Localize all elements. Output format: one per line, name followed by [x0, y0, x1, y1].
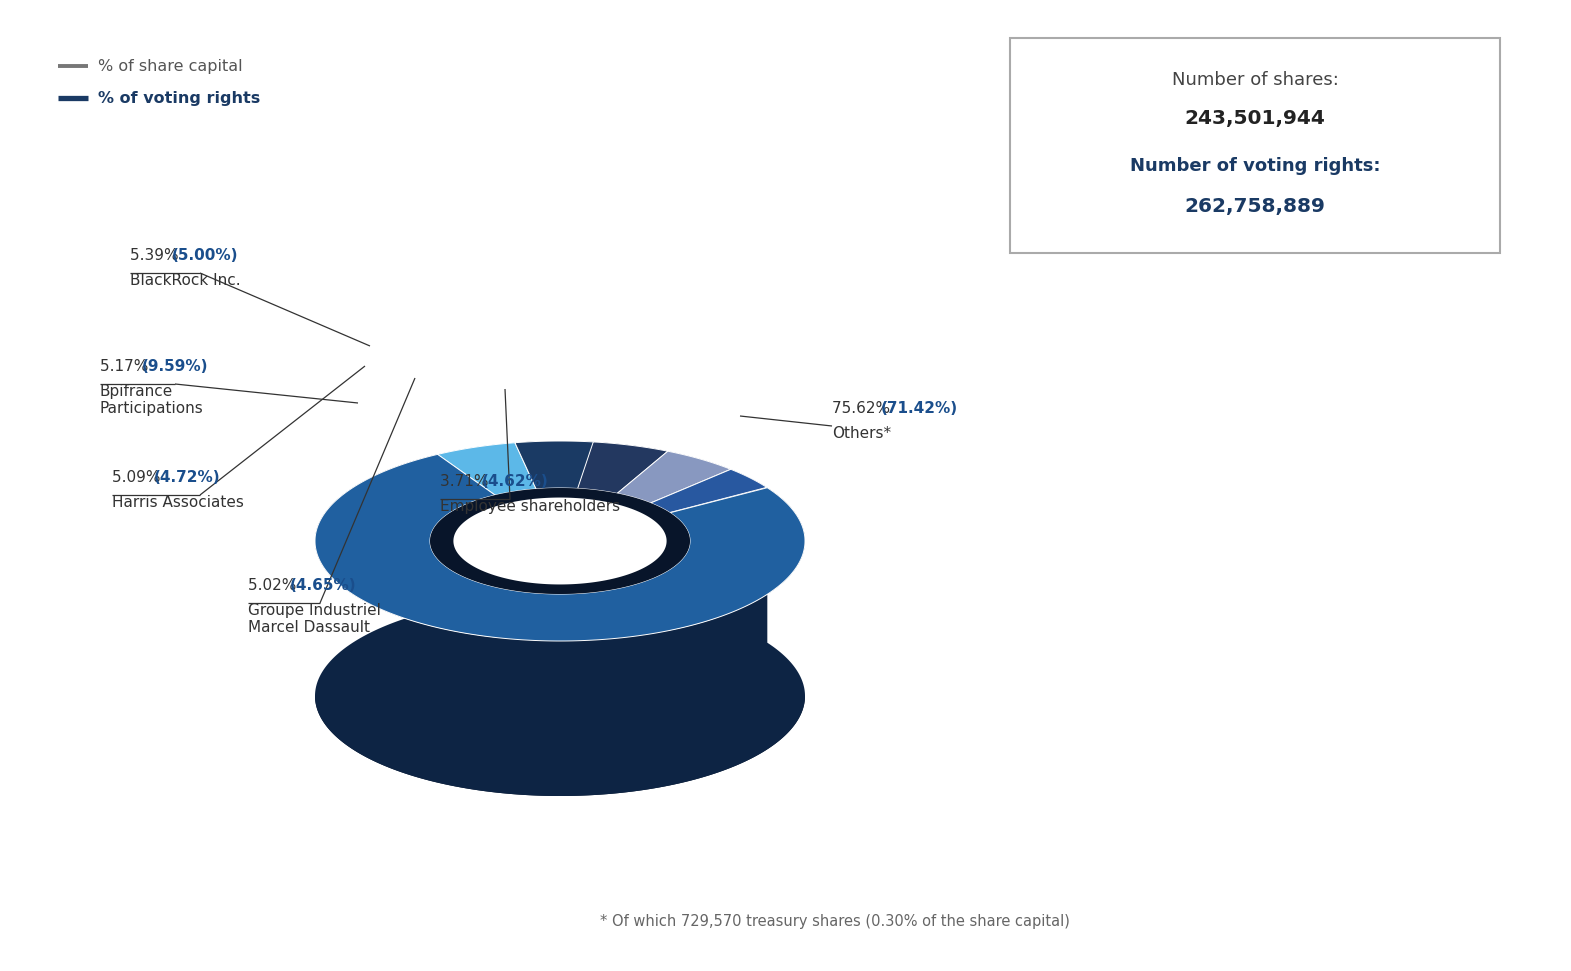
Polygon shape	[495, 489, 536, 651]
Polygon shape	[454, 497, 666, 585]
Polygon shape	[515, 441, 594, 489]
Text: Employee shareholders: Employee shareholders	[440, 499, 621, 514]
Polygon shape	[650, 469, 767, 513]
Text: Bpifrance
Participations: Bpifrance Participations	[101, 384, 204, 417]
Polygon shape	[650, 503, 669, 668]
Text: (71.42%): (71.42%)	[881, 400, 958, 416]
Text: 5.02%: 5.02%	[248, 578, 302, 592]
FancyBboxPatch shape	[1010, 38, 1500, 253]
Polygon shape	[430, 488, 690, 594]
Text: (4.65%): (4.65%)	[291, 578, 357, 592]
Text: % of share capital: % of share capital	[97, 58, 242, 74]
Polygon shape	[515, 441, 594, 598]
Polygon shape	[316, 454, 804, 641]
Polygon shape	[617, 493, 650, 658]
Polygon shape	[430, 495, 690, 749]
Text: (9.59%): (9.59%)	[141, 358, 209, 374]
Text: 262,758,889: 262,758,889	[1185, 196, 1326, 216]
Text: 243,501,944: 243,501,944	[1185, 109, 1326, 127]
Polygon shape	[594, 442, 668, 606]
Polygon shape	[437, 443, 536, 495]
Text: Number of voting rights:: Number of voting rights:	[1130, 157, 1381, 175]
Text: 5.09%: 5.09%	[112, 470, 165, 485]
Text: 5.39%: 5.39%	[130, 248, 184, 262]
Text: Harris Associates: Harris Associates	[112, 495, 244, 510]
Polygon shape	[578, 442, 668, 493]
Text: 5.17%: 5.17%	[101, 358, 154, 374]
Polygon shape	[316, 454, 804, 796]
Polygon shape	[731, 469, 767, 643]
Text: Number of shares:: Number of shares:	[1172, 71, 1338, 89]
Polygon shape	[617, 452, 731, 503]
Text: 3.71%: 3.71%	[440, 474, 493, 488]
Text: (4.72%): (4.72%)	[154, 470, 220, 485]
Text: 75.62%: 75.62%	[833, 400, 895, 416]
Text: % of voting rights: % of voting rights	[97, 90, 261, 106]
Text: (5.00%): (5.00%)	[171, 248, 239, 262]
Text: (4.62%): (4.62%)	[482, 474, 548, 488]
Text: Others*: Others*	[833, 426, 891, 441]
Text: BlackRock Inc.: BlackRock Inc.	[130, 273, 240, 288]
Text: Groupe Industriel
Marcel Dassault: Groupe Industriel Marcel Dassault	[248, 603, 380, 635]
Polygon shape	[578, 488, 617, 649]
Polygon shape	[536, 488, 578, 644]
Text: * Of which 729,570 treasury shares (0.30% of the share capital): * Of which 729,570 treasury shares (0.30…	[600, 914, 1070, 929]
Polygon shape	[316, 696, 804, 796]
Polygon shape	[437, 443, 515, 610]
Polygon shape	[430, 696, 690, 749]
Polygon shape	[668, 452, 731, 624]
